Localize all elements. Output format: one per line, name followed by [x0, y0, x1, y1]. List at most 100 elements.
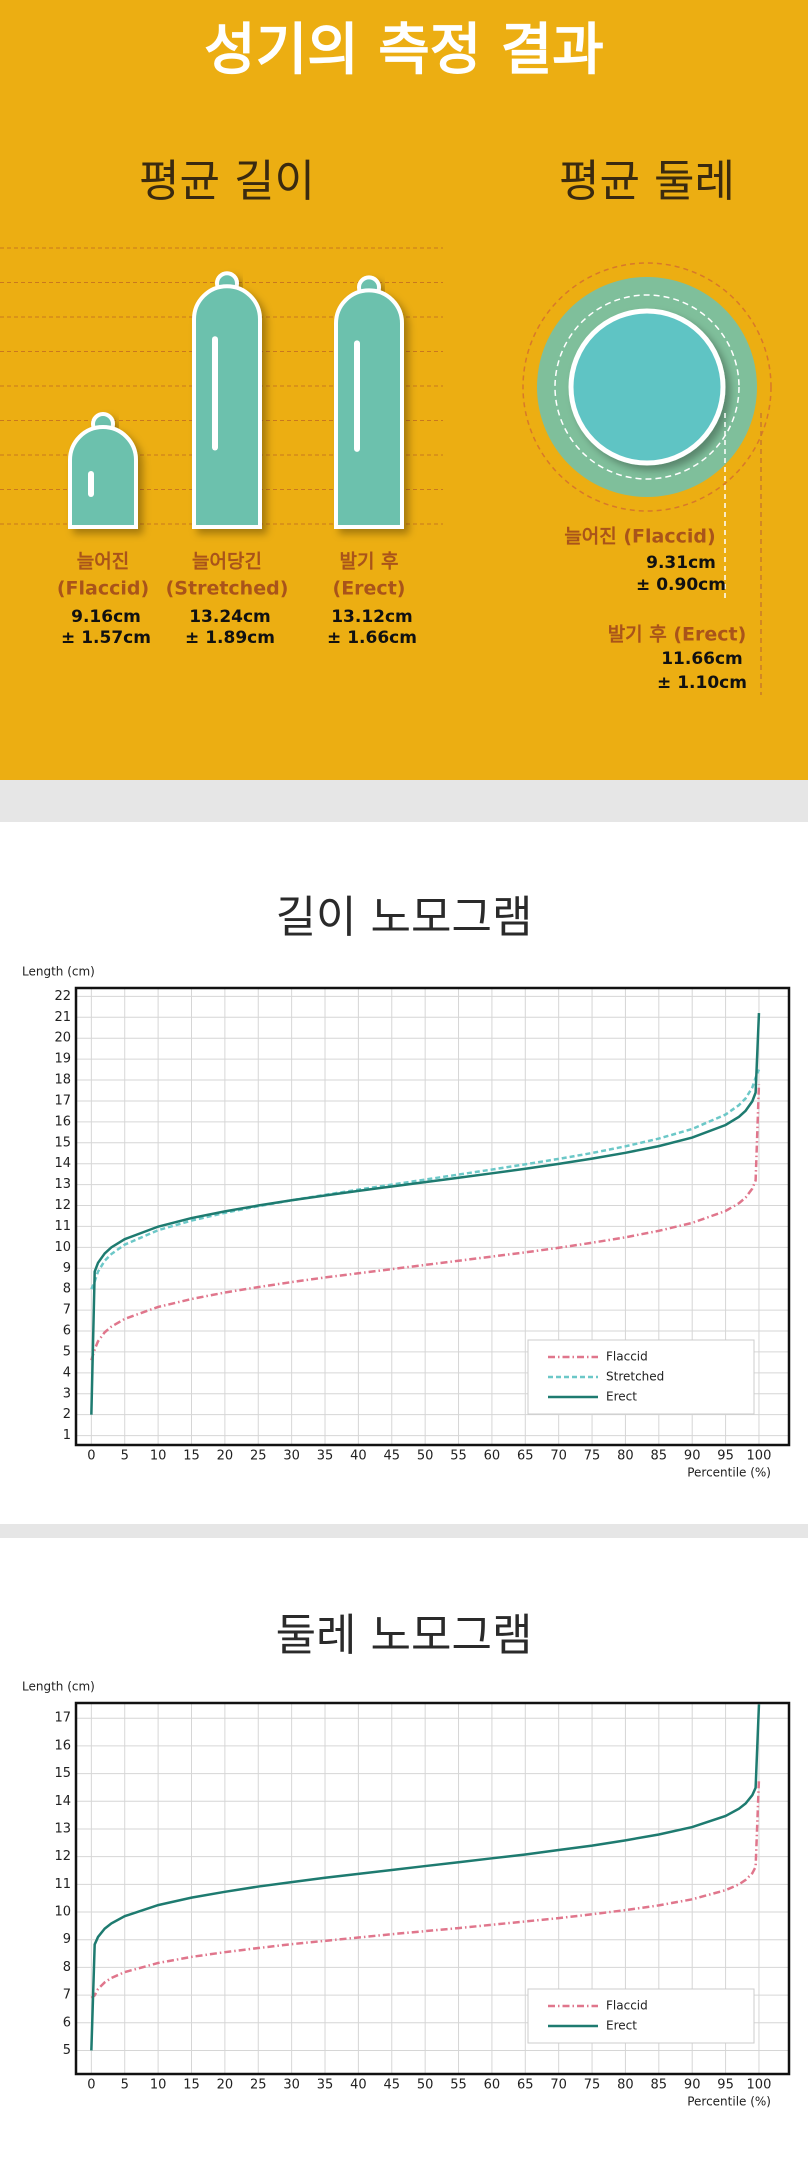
x-axis-label: Percentile (%): [687, 1466, 771, 1480]
y-tick-label: 19: [54, 1052, 71, 1067]
y-tick-label: 1: [63, 1428, 71, 1443]
legend-label: Erect: [606, 2019, 637, 2033]
x-tick-label: 늘어진: [77, 551, 129, 573]
y-tick-label: 12: [54, 1198, 71, 1213]
dashed-ring: [554, 294, 740, 480]
value-label: 13.24cm: [189, 607, 271, 627]
value-label: 9.16cm: [71, 607, 141, 627]
x-tick-label: 35: [317, 1449, 334, 1464]
x-tick-label: 20: [217, 1449, 234, 1464]
x-tick-label: 90: [684, 2078, 701, 2093]
y-tick-label: 20: [54, 1031, 71, 1046]
y-tick-label: 8: [63, 1282, 71, 1297]
legend-label: Erect: [606, 1390, 637, 1404]
x-tick-label: 45: [384, 2078, 401, 2093]
x-axis-label: Percentile (%): [687, 2095, 771, 2109]
legend-box: [527, 1988, 755, 2044]
y-tick-label: 7: [63, 1303, 71, 1318]
section-title: 평균 길이: [139, 156, 315, 207]
x-tick-label: 60: [484, 2078, 501, 2093]
x-tick-label: 20: [217, 2078, 234, 2093]
error-label: ± 1.66cm: [327, 628, 417, 648]
y-tick-label: 14: [54, 1794, 71, 1809]
outer-ring: [522, 262, 772, 512]
chart-title: 길이 노모그램: [276, 892, 533, 943]
x-tick-label: 45: [384, 1449, 401, 1464]
series-line: [90, 1069, 761, 1290]
y-tick-label: 9: [63, 1932, 71, 1947]
chart-title: 둘레 노모그램: [276, 1610, 533, 1661]
x-tick-label: 100: [747, 2078, 772, 2093]
x-tick-label: 55: [450, 2078, 467, 2093]
bar: [68, 424, 138, 529]
y-axis-label: Length (cm): [22, 965, 95, 979]
x-tick-label: 30: [283, 1449, 300, 1464]
y-tick-label: 16: [54, 1738, 71, 1753]
y-tick-label: 7: [63, 1988, 71, 2003]
y-tick-label: 13: [54, 1177, 71, 1192]
girth-spread: ± 0.90cm: [636, 575, 726, 595]
y-tick-label: 14: [54, 1156, 71, 1171]
x-tick-label: 75: [584, 2078, 601, 2093]
girth-label: 발기 후 (Erect): [608, 624, 747, 646]
girth-illustration: [522, 262, 772, 695]
x-tick-label: 늘어당긴: [192, 551, 262, 573]
x-tick-label: 25: [250, 1449, 267, 1464]
x-tick-label: 10: [150, 2078, 167, 2093]
x-tick-label: 100: [747, 1449, 772, 1464]
x-tick-label: 90: [684, 1449, 701, 1464]
x-tick-label: 5: [121, 1449, 129, 1464]
value-label: 13.12cm: [331, 607, 413, 627]
x-tick-label: 30: [283, 2078, 300, 2093]
y-tick-label: 15: [54, 1766, 71, 1781]
x-tick-label: 65: [517, 2078, 534, 2093]
plot-frame: [74, 1701, 791, 2076]
x-tick-label: 25: [250, 2078, 267, 2093]
y-tick-label: 6: [63, 2015, 71, 2030]
x-tick-label: 95: [717, 1449, 734, 1464]
series-line: [90, 1013, 761, 1415]
y-tick-label: 21: [54, 1010, 71, 1025]
y-tick-label: 4: [63, 1365, 71, 1380]
x-tick-label: 15: [183, 2078, 200, 2093]
plot-frame: [74, 986, 791, 1447]
flaccid-circle: [568, 308, 726, 466]
bar: [192, 284, 262, 529]
x-tick-label: 80: [617, 1449, 634, 1464]
x-tick-label: 55: [450, 1449, 467, 1464]
x-tick-label: 95: [717, 2078, 734, 2093]
y-tick-label: 2: [63, 1407, 71, 1422]
x-tick-label: 65: [517, 1449, 534, 1464]
y-tick-label: 16: [54, 1114, 71, 1129]
x-tick-label: 35: [317, 2078, 334, 2093]
x-tick-label: 70: [550, 2078, 567, 2093]
x-tick-label: 85: [651, 2078, 668, 2093]
error-label: ± 1.89cm: [185, 628, 275, 648]
y-tick-label: 13: [54, 1821, 71, 1836]
girth-spread: ± 1.10cm: [657, 673, 747, 693]
y-axis-label: Length (cm): [22, 1680, 95, 1694]
section-title: 평균 둘레: [559, 156, 735, 207]
x-tick-label: 75: [584, 1449, 601, 1464]
girth-mean: 9.31cm: [646, 553, 716, 573]
series-line: [90, 1704, 761, 2051]
category-note: (Flaccid): [57, 578, 149, 600]
y-tick-label: 10: [54, 1240, 71, 1255]
x-tick-label: 0: [87, 2078, 95, 2093]
bar: [334, 288, 404, 529]
y-tick-label: 17: [54, 1711, 71, 1726]
girth-label: 늘어진 (Flaccid): [564, 526, 715, 548]
y-tick-label: 5: [63, 2043, 71, 2058]
x-tick-label: 50: [417, 1449, 434, 1464]
x-tick-label: 85: [651, 1449, 668, 1464]
y-tick-label: 11: [54, 1219, 71, 1234]
y-tick-label: 22: [54, 989, 71, 1004]
category-note: (Erect): [333, 578, 406, 600]
legend-label: Flaccid: [606, 1350, 648, 1364]
x-tick-label: 발기 후: [339, 551, 398, 573]
error-label: ± 1.57cm: [61, 628, 151, 648]
y-tick-label: 18: [54, 1073, 71, 1088]
y-tick-label: 17: [54, 1093, 71, 1108]
